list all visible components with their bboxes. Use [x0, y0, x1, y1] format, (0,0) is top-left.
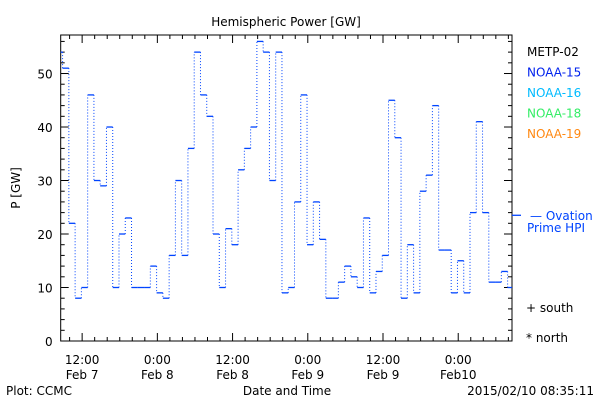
x-tick-time: 12:00 — [215, 353, 250, 367]
y-tick-label: 0 — [45, 335, 53, 349]
x-tick-date: Feb 8 — [216, 368, 249, 382]
legend-entry: NOAA-16 — [527, 86, 581, 100]
x-tick-date: Feb 8 — [141, 368, 174, 382]
y-tick-label: 40 — [37, 121, 52, 135]
y-tick-label: 30 — [37, 175, 52, 189]
x-tick-time: 12:00 — [65, 353, 100, 367]
footer-timestamp: 2015/02/10 08:35:11 — [467, 384, 594, 398]
x-tick-date: Feb 7 — [66, 368, 99, 382]
legend-symbol: + south — [526, 301, 573, 315]
footer-plot-credit: Plot: CCMC — [6, 384, 72, 398]
y-tick-label: 10 — [37, 282, 52, 296]
y-axis-label: P [GW] — [9, 167, 23, 209]
x-tick-time: 0:00 — [445, 353, 472, 367]
x-tick-time: 0:00 — [144, 353, 171, 367]
chart-title: Hemispheric Power [GW] — [211, 15, 361, 29]
x-tick-date: Feb 9 — [367, 368, 400, 382]
legend-symbol: * north — [526, 331, 568, 345]
x-tick-time: 0:00 — [294, 353, 321, 367]
legend-entry: NOAA-15 — [527, 66, 581, 80]
legend-ovation: — Ovation — [530, 209, 593, 223]
x-axis-label: Date and Time — [243, 384, 331, 398]
legend-entry: NOAA-18 — [527, 107, 581, 121]
plot-frame — [60, 34, 513, 342]
legend-entry: METP-02 — [527, 45, 579, 59]
y-tick-label: 50 — [37, 68, 52, 82]
legend-entry: NOAA-19 — [527, 127, 581, 141]
y-tick-label: 20 — [37, 228, 52, 242]
legend-ovation-line2: Prime HPI — [527, 221, 585, 235]
x-tick-time: 12:00 — [366, 353, 401, 367]
x-tick-date: Feb 9 — [291, 368, 324, 382]
x-tick-date: Feb10 — [440, 368, 477, 382]
